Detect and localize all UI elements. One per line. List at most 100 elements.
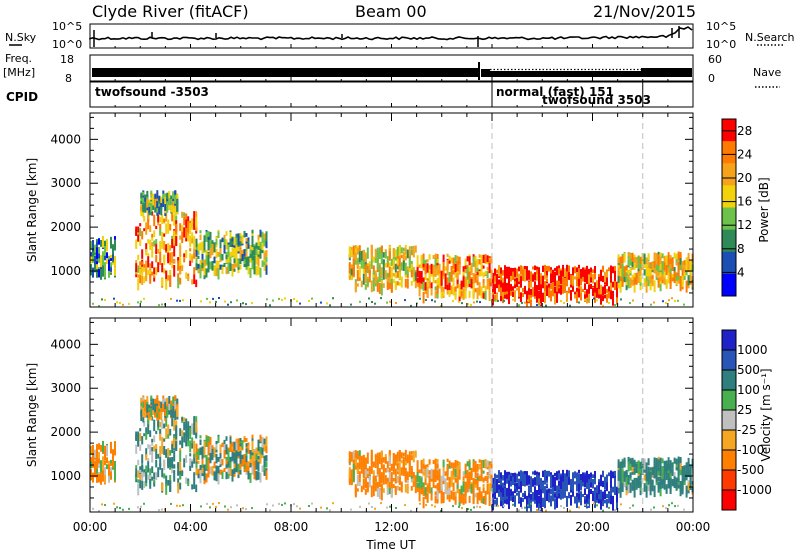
data-cell bbox=[106, 457, 108, 464]
data-cell bbox=[166, 401, 169, 411]
data-cell bbox=[112, 449, 114, 461]
data-cell bbox=[114, 236, 116, 241]
data-cell bbox=[645, 271, 648, 283]
data-cell bbox=[647, 267, 650, 277]
data-cell bbox=[376, 280, 379, 292]
data-cell bbox=[176, 200, 179, 212]
data-cell bbox=[458, 264, 461, 275]
data-cell bbox=[370, 485, 373, 498]
data-cell bbox=[683, 465, 686, 471]
data-cell bbox=[540, 496, 542, 507]
data-cell bbox=[464, 492, 467, 504]
data-cell bbox=[251, 250, 254, 261]
data-cell bbox=[265, 455, 268, 462]
data-cell bbox=[102, 461, 104, 473]
data-cell bbox=[679, 252, 682, 259]
data-cell bbox=[580, 275, 582, 279]
data-cell bbox=[193, 428, 196, 433]
data-cell bbox=[308, 505, 310, 507]
data-cell bbox=[580, 491, 582, 500]
data-cell bbox=[235, 242, 238, 254]
data-cell bbox=[247, 266, 250, 275]
data-cell bbox=[185, 441, 188, 447]
data-cell bbox=[450, 462, 453, 469]
data-cell bbox=[364, 477, 367, 489]
data-cell bbox=[263, 466, 266, 471]
data-cell bbox=[166, 397, 169, 405]
data-cell bbox=[552, 489, 554, 502]
data-cell bbox=[546, 271, 548, 276]
data-cell bbox=[419, 502, 421, 505]
data-cell bbox=[604, 284, 606, 295]
data-cell bbox=[366, 269, 369, 274]
data-cell bbox=[384, 263, 387, 268]
data-cell bbox=[419, 297, 421, 300]
data-cell bbox=[388, 487, 391, 495]
data-cell bbox=[191, 442, 194, 449]
data-cell bbox=[187, 235, 190, 242]
data-cell bbox=[378, 452, 381, 465]
data-cell bbox=[685, 257, 688, 264]
data-cell bbox=[141, 454, 144, 464]
data-cell bbox=[96, 261, 98, 269]
data-cell bbox=[354, 453, 357, 461]
data-cell bbox=[368, 502, 370, 505]
data-cell bbox=[468, 271, 471, 284]
data-cell bbox=[255, 453, 258, 461]
data-cell bbox=[472, 478, 475, 484]
data-cell bbox=[410, 280, 413, 286]
data-cell bbox=[428, 254, 431, 260]
data-cell bbox=[480, 289, 483, 299]
data-cell bbox=[396, 468, 399, 472]
data-cell bbox=[661, 253, 664, 259]
data-cell bbox=[261, 436, 264, 448]
data-cell bbox=[396, 246, 399, 253]
data-cell bbox=[350, 508, 352, 511]
data-cell bbox=[372, 461, 375, 468]
data-cell bbox=[171, 469, 174, 474]
data-cell bbox=[580, 293, 582, 301]
data-cell bbox=[432, 470, 435, 482]
data-cell bbox=[426, 485, 429, 493]
data-cell bbox=[468, 281, 471, 288]
data-cell bbox=[633, 263, 636, 270]
data-cell bbox=[667, 469, 670, 477]
data-cell bbox=[524, 471, 526, 475]
data-cell bbox=[404, 449, 407, 454]
data-cell bbox=[158, 198, 161, 206]
data-cell bbox=[590, 284, 592, 289]
data-cell bbox=[110, 256, 112, 261]
data-cell bbox=[468, 280, 471, 284]
data-cell bbox=[229, 436, 232, 442]
data-cell bbox=[372, 256, 375, 263]
data-cell bbox=[590, 477, 592, 483]
data-cell bbox=[663, 467, 666, 476]
data-cell bbox=[404, 299, 406, 302]
data-cell bbox=[570, 480, 572, 490]
velocity-colorbar-swatch bbox=[722, 410, 736, 431]
data-cell bbox=[470, 303, 472, 306]
data-cell bbox=[496, 478, 498, 485]
data-cell bbox=[263, 261, 266, 266]
data-cell bbox=[209, 444, 212, 455]
data-cell bbox=[195, 467, 198, 476]
data-cell bbox=[679, 258, 682, 265]
data-cell bbox=[586, 498, 588, 509]
data-cell bbox=[96, 241, 98, 247]
data-cell bbox=[158, 304, 160, 307]
data-cell bbox=[187, 426, 190, 438]
data-cell bbox=[685, 261, 688, 271]
data-cell bbox=[191, 254, 194, 258]
data-cell bbox=[183, 253, 186, 257]
data-cell bbox=[177, 257, 180, 261]
data-cell bbox=[203, 247, 206, 251]
data-cell bbox=[608, 267, 610, 272]
data-cell bbox=[538, 290, 540, 299]
data-cell bbox=[530, 476, 532, 486]
data-cell bbox=[614, 477, 616, 487]
data-cell bbox=[620, 503, 622, 506]
power-colorbar-tick-label: 4 bbox=[737, 265, 745, 279]
data-cell bbox=[677, 478, 680, 482]
data-cell bbox=[189, 427, 192, 439]
